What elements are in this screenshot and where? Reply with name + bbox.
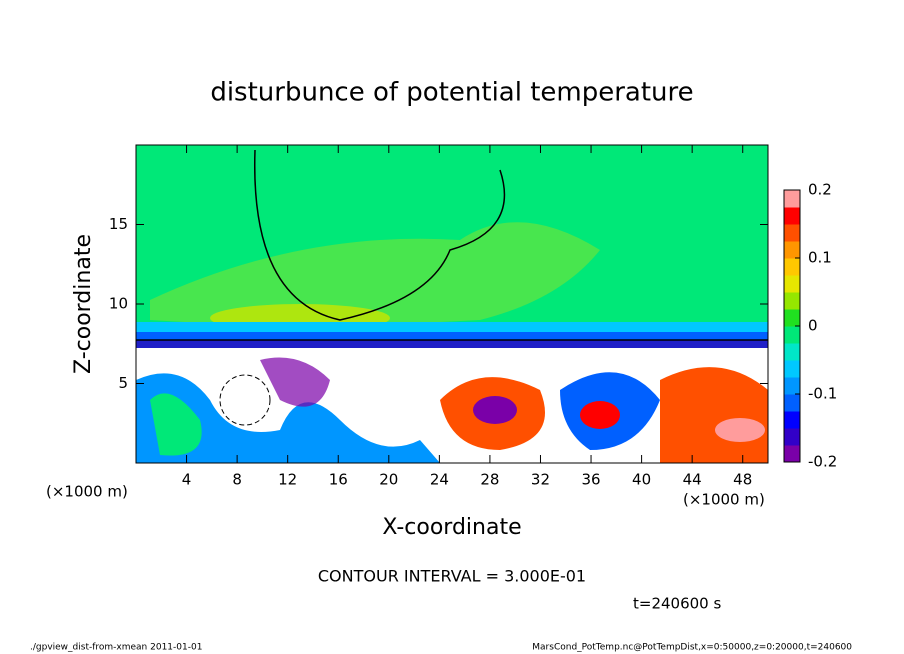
colorbar-cell bbox=[784, 343, 800, 361]
colorbar-cell bbox=[784, 445, 800, 463]
x-tick-label: 16 bbox=[329, 471, 348, 489]
x-tick-label: 24 bbox=[430, 471, 449, 489]
colorbar-cell bbox=[784, 428, 800, 446]
colorbar-cell bbox=[784, 292, 800, 310]
x-unit-label: (×1000 m) bbox=[683, 491, 765, 509]
colorbar-cell bbox=[784, 411, 800, 429]
x-tick-label: 28 bbox=[480, 471, 499, 489]
colorbar-tick-label: 0.2 bbox=[808, 181, 832, 199]
x-tick-label: 12 bbox=[278, 471, 297, 489]
x-axis-label: X-coordinate bbox=[382, 515, 521, 540]
y-tick-label: 10 bbox=[109, 295, 128, 313]
x-tick-label: 44 bbox=[683, 471, 702, 489]
colorbar-tick-label: -0.2 bbox=[808, 453, 837, 471]
contour-interval: CONTOUR INTERVAL = 3.000E-01 bbox=[318, 567, 586, 586]
x-tick-label: 32 bbox=[531, 471, 550, 489]
x-tick-label: 4 bbox=[182, 471, 192, 489]
colorbar-cell bbox=[784, 377, 800, 395]
colorbar-cell bbox=[784, 241, 800, 259]
chart-title: disturbunce of potential temperature bbox=[210, 78, 693, 108]
colorbar-tick-label: 0.1 bbox=[808, 249, 832, 267]
colorbar-cell bbox=[784, 207, 800, 225]
colorbar-cell bbox=[784, 275, 800, 293]
colorbar-cell bbox=[784, 360, 800, 378]
x-tick-label: 20 bbox=[379, 471, 398, 489]
time-label: t=240600 s bbox=[633, 595, 721, 613]
colorbar-cell bbox=[784, 394, 800, 412]
y-tick-label: 5 bbox=[118, 374, 128, 392]
footer-right: MarsCond_PotTemp.nc@PotTempDist,x=0:5000… bbox=[532, 643, 852, 653]
colorbar-tick-label: -0.1 bbox=[808, 385, 837, 403]
footer-left: ./gpview_dist-from-xmean 2011-01-01 bbox=[30, 643, 202, 653]
colorbar-cell bbox=[784, 309, 800, 327]
field bbox=[136, 145, 768, 463]
x-tick-label: 40 bbox=[632, 471, 651, 489]
x-unit-label: (×1000 m) bbox=[46, 483, 128, 501]
colorbar-tick-label: 0 bbox=[808, 317, 818, 335]
x-tick-label: 48 bbox=[733, 471, 752, 489]
y-axis-label: Z-coordinate bbox=[71, 234, 96, 374]
x-tick-label: 8 bbox=[232, 471, 242, 489]
colorbar-cell bbox=[784, 224, 800, 242]
colorbar-cell bbox=[784, 190, 800, 208]
colorbar-cell bbox=[784, 326, 800, 344]
colorbar-cell bbox=[784, 258, 800, 276]
x-tick-label: 36 bbox=[581, 471, 600, 489]
y-tick-label: 15 bbox=[109, 215, 128, 233]
